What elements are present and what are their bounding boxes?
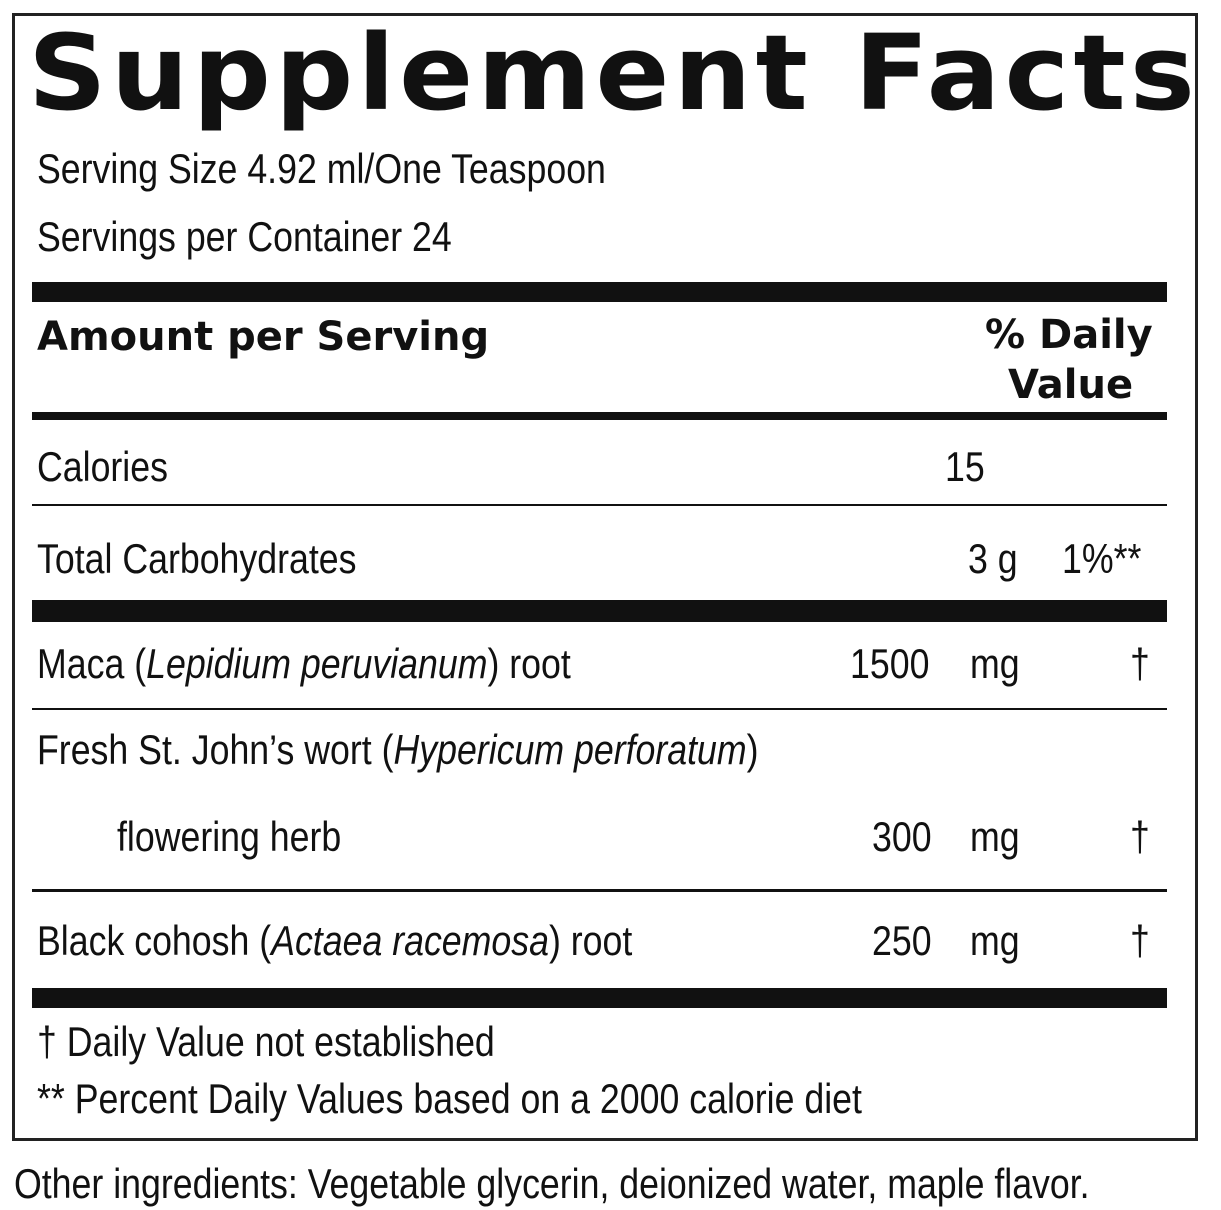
ingredient-unit: mg: [970, 917, 1020, 964]
supplement-facts-panel: [12, 13, 1198, 1141]
amount-per-serving-header: Amount per Serving: [37, 314, 490, 360]
ingredient-name: Fresh St. John’s wort (Hypericum perfora…: [37, 726, 759, 773]
servings-per-container: Servings per Container 24: [37, 213, 452, 260]
serving-size: Serving Size 4.92 ml/One Teaspoon: [37, 145, 606, 192]
ingredient-name: Maca (Lepidium peruvianum) root: [37, 640, 571, 687]
divider-thin: [32, 504, 1167, 506]
ingredient-dv: †: [1130, 917, 1150, 964]
carbs-amount: 3 g: [968, 535, 1018, 582]
divider-thick: [32, 600, 1167, 622]
daily-value-header-1: % Daily: [985, 312, 1153, 358]
calories-label: Calories: [37, 443, 168, 490]
footnote-dagger: † Daily Value not established: [37, 1018, 495, 1065]
divider-medium: [32, 412, 1167, 420]
ingredient-name: Black cohosh (Actaea racemosa) root: [37, 917, 633, 964]
ingredient-amount: 1500: [850, 640, 930, 687]
calories-value: 15: [945, 443, 985, 490]
ingredient-dv: †: [1130, 813, 1150, 860]
divider-thin: [32, 708, 1167, 710]
ingredient-dv: †: [1130, 640, 1150, 687]
divider-thick: [32, 282, 1167, 302]
other-ingredients: Other ingredients: Vegetable glycerin, d…: [14, 1160, 1090, 1207]
ingredient-amount: 250: [872, 917, 932, 964]
panel-title: Supplement Facts: [28, 12, 1200, 134]
carbs-label: Total Carbohydrates: [37, 535, 357, 582]
ingredient-unit: mg: [970, 813, 1020, 860]
divider-thin: [32, 889, 1167, 892]
daily-value-header-2: Value: [1008, 362, 1134, 408]
ingredient-amount: 300: [872, 813, 932, 860]
ingredient-name-line2: flowering herb: [117, 813, 342, 860]
carbs-dv: 1%**: [1062, 535, 1142, 582]
footnote-percent: ** Percent Daily Values based on a 2000 …: [37, 1075, 862, 1122]
ingredient-unit: mg: [970, 640, 1020, 687]
divider-thick: [32, 988, 1167, 1008]
